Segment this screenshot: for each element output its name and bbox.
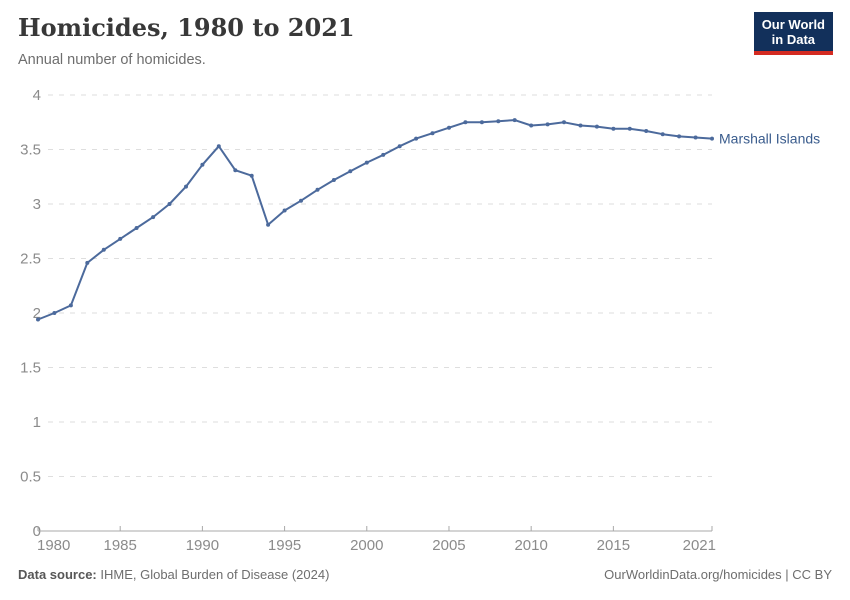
owid-logo-line1: Our World — [761, 17, 825, 32]
data-source-label: Data source: — [18, 567, 97, 582]
data-point-marker[interactable] — [364, 160, 369, 165]
chart-footer: Data source: IHME, Global Burden of Dise… — [18, 567, 832, 582]
y-tick-label: 3.5 — [20, 142, 41, 159]
data-point-marker[interactable] — [348, 169, 353, 174]
data-point-marker[interactable] — [430, 131, 435, 136]
series-line-marshall-islands[interactable] — [37, 119, 713, 321]
x-tick-label: 2000 — [350, 537, 383, 554]
data-point-marker[interactable] — [644, 129, 649, 133]
data-point-marker[interactable] — [134, 226, 139, 230]
data-point-marker[interactable] — [512, 118, 517, 123]
page-subtitle: Annual number of homicides. — [18, 52, 206, 68]
y-tick-label: 2.5 — [20, 251, 41, 268]
x-tick-label: 2005 — [432, 537, 465, 554]
data-point-marker[interactable] — [85, 260, 90, 265]
data-point-marker[interactable] — [216, 144, 221, 149]
data-point-marker[interactable] — [52, 311, 57, 315]
data-point-marker[interactable] — [545, 122, 550, 127]
y-tick-label: 0.5 — [20, 469, 41, 486]
y-tick-label: 1 — [33, 414, 41, 431]
y-tick-label: 2 — [33, 305, 41, 322]
x-tick-label: 1995 — [268, 537, 301, 554]
data-point-marker[interactable] — [68, 303, 73, 308]
x-tick-label: 1980 — [37, 537, 70, 554]
data-point-marker[interactable] — [479, 120, 484, 125]
data-point-marker[interactable] — [677, 134, 682, 139]
data-point-marker[interactable] — [381, 152, 386, 157]
data-point-marker[interactable] — [101, 247, 106, 252]
data-point-marker[interactable] — [529, 123, 534, 128]
x-tick-label: 1985 — [104, 537, 137, 554]
data-point-marker[interactable] — [611, 126, 616, 131]
chart-header: Homicides, 1980 to 2021 Annual number of… — [18, 13, 355, 68]
x-tick-label: 1990 — [186, 537, 219, 554]
data-point-marker[interactable] — [496, 119, 501, 124]
owid-logo[interactable]: Our World in Data — [753, 12, 833, 55]
data-point-marker[interactable] — [282, 208, 287, 213]
x-tick-label: 2021 — [683, 537, 716, 554]
owid-logo-line2: in Data — [771, 32, 816, 47]
y-tick-label: 0 — [33, 523, 41, 540]
data-point-marker[interactable] — [627, 126, 632, 131]
data-point-marker[interactable] — [184, 184, 188, 189]
data-point-marker[interactable] — [200, 162, 205, 167]
x-tick-label: 2015 — [597, 537, 630, 554]
data-point-marker[interactable] — [414, 136, 419, 141]
y-tick-label: 1.5 — [20, 360, 41, 377]
data-source-note: Data source: IHME, Global Burden of Dise… — [18, 567, 329, 582]
data-point-marker[interactable] — [562, 120, 566, 125]
data-point-marker[interactable] — [118, 236, 123, 241]
page-title: Homicides, 1980 to 2021 — [18, 13, 355, 42]
license-link[interactable]: OurWorldinData.org/homicides | CC BY — [604, 567, 832, 582]
data-point-marker[interactable] — [315, 187, 320, 192]
x-tick-label: 2010 — [514, 537, 547, 554]
y-tick-label: 4 — [33, 87, 41, 104]
data-point-marker[interactable] — [36, 317, 40, 322]
data-point-marker[interactable] — [578, 123, 583, 128]
data-point-marker[interactable] — [397, 144, 402, 149]
y-tick-label: 3 — [33, 196, 41, 213]
data-point-marker[interactable] — [151, 215, 156, 220]
data-point-marker[interactable] — [447, 125, 451, 130]
entity-label: Marshall Islands — [719, 131, 820, 147]
data-point-marker[interactable] — [693, 135, 698, 140]
data-point-marker[interactable] — [233, 168, 238, 173]
data-point-marker[interactable] — [710, 136, 714, 141]
data-point-marker[interactable] — [249, 173, 254, 178]
data-point-marker[interactable] — [331, 178, 336, 182]
data-point-marker[interactable] — [266, 222, 271, 227]
data-source-text: IHME, Global Burden of Disease (2024) — [96, 567, 330, 582]
data-point-marker[interactable] — [167, 202, 172, 206]
data-point-marker[interactable] — [299, 198, 303, 203]
data-point-marker[interactable] — [594, 124, 599, 129]
data-point-marker[interactable] — [660, 132, 665, 137]
data-point-marker[interactable] — [463, 120, 468, 125]
